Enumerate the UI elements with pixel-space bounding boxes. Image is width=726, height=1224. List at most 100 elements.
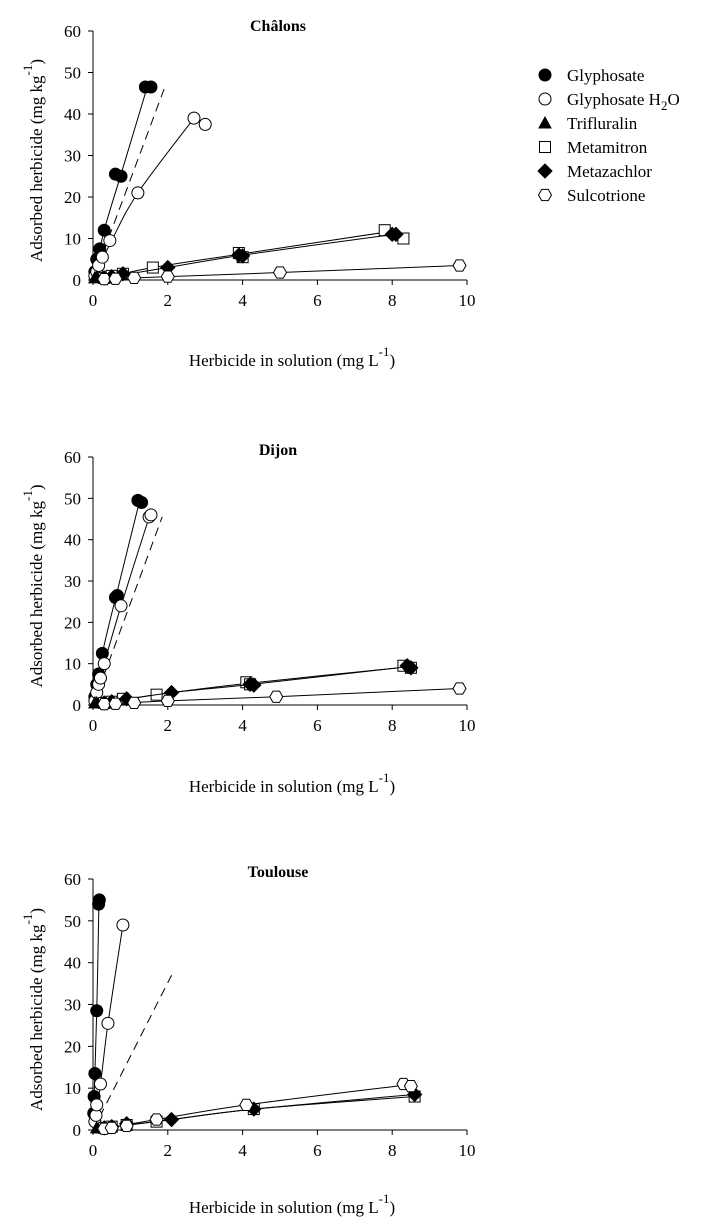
y-tick-label: 50 <box>64 64 81 83</box>
data-point <box>163 1111 180 1128</box>
legend-marker <box>537 163 553 179</box>
data-point <box>103 234 117 248</box>
series-glyphosate-h2o <box>88 111 212 283</box>
y-tick-label: 10 <box>64 655 81 674</box>
y-tick-label: 60 <box>64 22 81 41</box>
data-point <box>131 186 145 200</box>
fit-line <box>104 264 460 280</box>
y-tick-label: 40 <box>64 954 81 973</box>
data-point <box>97 223 111 237</box>
series-metamitron <box>98 224 410 284</box>
data-point <box>108 272 123 285</box>
data-point <box>160 270 175 283</box>
data-point <box>403 1079 418 1093</box>
x-tick-label: 10 <box>459 1141 476 1160</box>
chart-title: Toulouse <box>248 864 309 881</box>
y-axis-label: Adsorbed herbicide (mg kg-1) <box>20 59 46 262</box>
legend-item: Metamitron <box>539 138 648 157</box>
x-axis-label: Herbicide in solution (mg L-1) <box>189 770 395 796</box>
series-sulcotrione <box>97 259 467 286</box>
y-tick-label: 30 <box>64 572 81 591</box>
series-glyphosate <box>87 893 106 1131</box>
fit-line <box>104 666 410 704</box>
y-tick-label: 20 <box>64 188 81 207</box>
data-point <box>135 495 149 509</box>
legend-item: Glyphosate <box>538 66 644 85</box>
legend-marker <box>538 68 552 82</box>
legend-marker <box>538 92 552 106</box>
data-point <box>90 1098 104 1112</box>
data-point <box>388 226 404 243</box>
data-point <box>144 80 158 94</box>
data-point <box>198 117 212 131</box>
data-point <box>187 111 201 125</box>
data-point <box>92 893 106 907</box>
y-tick-label: 60 <box>64 870 81 889</box>
y-tick-label: 0 <box>73 1121 82 1140</box>
series-sulcotrione <box>97 682 467 711</box>
legend-label: Sulcotrione <box>567 186 645 205</box>
data-point <box>104 1121 119 1135</box>
legend-marker <box>538 115 552 129</box>
y-tick-label: 60 <box>64 448 81 467</box>
x-tick-label: 8 <box>388 1141 397 1160</box>
data-point <box>116 918 130 932</box>
data-point <box>146 261 159 274</box>
data-point <box>88 1067 102 1081</box>
x-tick-label: 4 <box>238 291 247 310</box>
legend-label: Metazachlor <box>567 162 652 181</box>
series-metamitron <box>98 1090 421 1134</box>
data-point <box>97 698 112 711</box>
x-tick-label: 6 <box>313 716 322 735</box>
y-tick-label: 30 <box>64 147 81 166</box>
x-tick-label: 6 <box>313 1141 322 1160</box>
data-point <box>90 1004 104 1018</box>
legend-item: Metazachlor <box>537 162 652 181</box>
y-tick-label: 40 <box>64 105 81 124</box>
data-point <box>452 682 467 695</box>
fit-line <box>104 1093 415 1129</box>
x-tick-label: 4 <box>238 716 247 735</box>
chart-panel-1: 0 10 20 30 40 50 60 0 2 4 6 8 10 Châlons Herbicide in … <box>20 18 476 370</box>
data-point <box>403 660 419 676</box>
legend-marker <box>537 188 553 202</box>
data-point <box>93 671 107 685</box>
fit-line <box>104 687 460 705</box>
y-tick-label: 0 <box>73 271 82 290</box>
chart-panel-3: 0 10 20 30 40 50 60 0 2 4 6 8 10 Toulouse Herbicide in… <box>20 864 476 1217</box>
data-point <box>127 696 142 710</box>
legend-item: Glyphosate H2O <box>538 90 680 113</box>
data-point <box>97 273 112 286</box>
chart-title: Châlons <box>250 18 306 35</box>
data-point <box>95 250 109 264</box>
data-point <box>108 697 123 710</box>
legend-label: Metamitron <box>567 138 648 157</box>
data-point <box>114 169 128 183</box>
x-tick-label: 2 <box>164 1141 173 1160</box>
x-tick-label: 2 <box>164 291 173 310</box>
x-tick-label: 0 <box>89 1141 98 1160</box>
x-axis-label: Herbicide in solution (mg L-1) <box>189 344 395 370</box>
y-tick-label: 50 <box>64 489 81 508</box>
series-glyphosate-h2o <box>88 918 130 1131</box>
data-point <box>149 1113 164 1126</box>
data-point <box>272 266 288 279</box>
y-tick-label: 20 <box>64 1037 81 1056</box>
x-tick-label: 8 <box>388 291 397 310</box>
data-point <box>239 1098 254 1112</box>
legend-item: Trifluralin <box>538 114 638 133</box>
y-tick-label: 50 <box>64 912 81 931</box>
data-point <box>452 259 467 272</box>
legend-label: Glyphosate H2O <box>567 90 680 113</box>
y-axis-label: Adsorbed herbicide (mg kg-1) <box>20 908 46 1111</box>
data-point <box>144 508 158 522</box>
data-point <box>97 657 111 671</box>
legend-label: Trifluralin <box>567 114 638 133</box>
x-tick-label: 6 <box>313 291 322 310</box>
x-axis-label: Herbicide in solution (mg L-1) <box>189 1191 395 1217</box>
reference-line-dashed <box>92 974 172 1131</box>
data-point <box>160 694 175 707</box>
